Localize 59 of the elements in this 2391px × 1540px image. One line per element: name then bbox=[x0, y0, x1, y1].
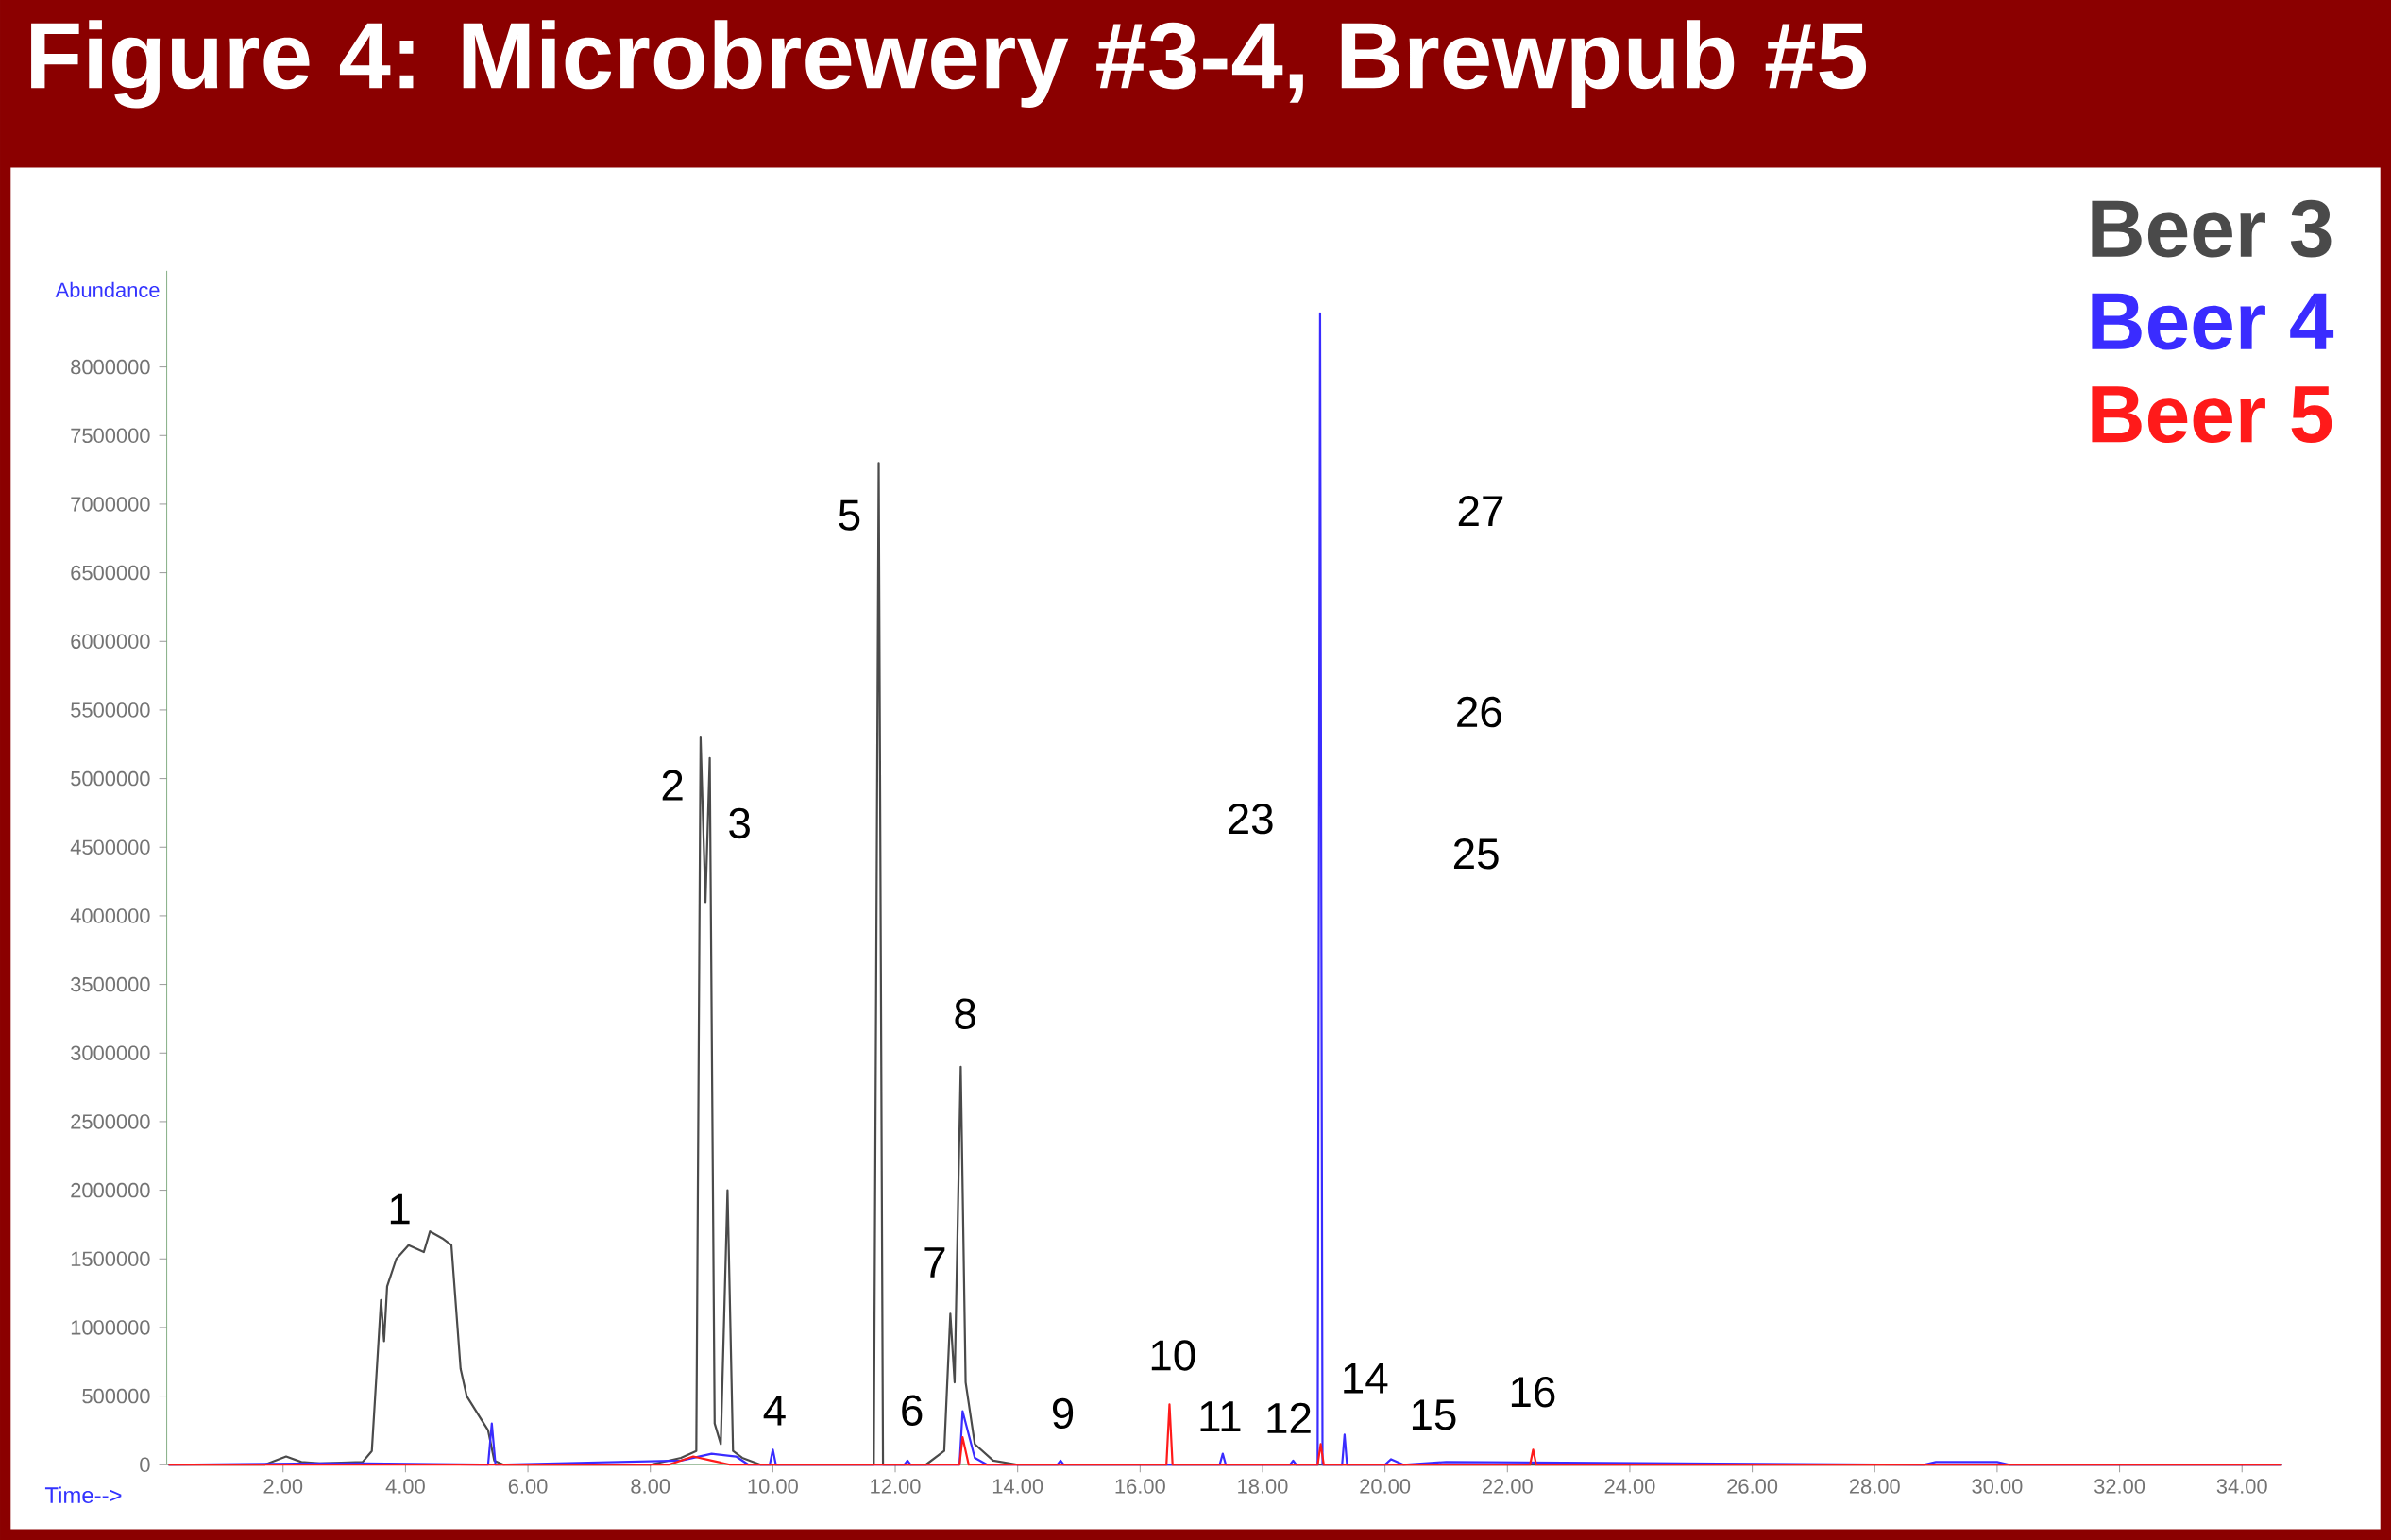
x-tick-label: 30.00 bbox=[1972, 1479, 2023, 1494]
x-tick-label: 14.00 bbox=[992, 1479, 1043, 1494]
x-tick-label: 4.00 bbox=[385, 1479, 425, 1494]
annotation: 14 bbox=[1344, 1363, 1388, 1394]
annotation: 7 bbox=[924, 1247, 945, 1278]
chart-title: Figure 4: Microbrewery #3-4, Brewpub #5 bbox=[31, 20, 1867, 109]
y-tick-label: 1500000 bbox=[71, 1251, 150, 1267]
x-tick-label: 20.00 bbox=[1360, 1479, 1411, 1494]
annotation: 26 bbox=[1457, 696, 1501, 728]
x-tick-label: 2.00 bbox=[263, 1479, 303, 1494]
x-tick-label: 26.00 bbox=[1727, 1479, 1778, 1494]
y-tick-label: 0 bbox=[140, 1457, 150, 1473]
x-tick-label: 12.00 bbox=[871, 1479, 921, 1494]
annotation: 11 bbox=[1200, 1401, 1241, 1431]
x-tick-label: 24.00 bbox=[1604, 1479, 1655, 1494]
x-tick-label: 6.00 bbox=[508, 1479, 548, 1494]
y-tick-label: 4000000 bbox=[70, 908, 150, 923]
y-tick-label: 2500000 bbox=[71, 1114, 150, 1129]
annotation: 9 bbox=[1052, 1397, 1074, 1430]
text: Beer 4 bbox=[2092, 293, 2334, 350]
y-tick-label: 3500000 bbox=[71, 976, 150, 992]
annotation: 2 bbox=[662, 770, 683, 801]
y-tick-label: 3000000 bbox=[71, 1045, 150, 1061]
x-tick-label: 10.00 bbox=[748, 1479, 798, 1494]
annotation: 8 bbox=[955, 998, 975, 1030]
annotation: 3 bbox=[729, 807, 750, 839]
text: Beer 3 bbox=[2092, 199, 2332, 258]
y-tick-label: 1000000 bbox=[71, 1320, 150, 1335]
x-tick-label: 32.00 bbox=[2094, 1479, 2145, 1494]
x-tick-label: 28.00 bbox=[1849, 1479, 1900, 1494]
x-tick-label: 8.00 bbox=[631, 1479, 670, 1494]
y-tick-label: 7000000 bbox=[71, 497, 150, 512]
x-tick-label: 16.00 bbox=[1115, 1479, 1165, 1494]
y-tick-label: 4500000 bbox=[70, 839, 150, 855]
text: Beer 5 bbox=[2092, 386, 2332, 444]
annotation: 25 bbox=[1453, 838, 1499, 870]
annotation: 10 bbox=[1151, 1340, 1196, 1371]
y-tick-label: 500000 bbox=[82, 1388, 150, 1404]
annotation: 6 bbox=[902, 1395, 923, 1426]
annotation: 16 bbox=[1511, 1377, 1555, 1408]
y-tick-label: 5500000 bbox=[71, 702, 150, 718]
y-axis-title: Abundance bbox=[55, 281, 160, 297]
y-tick-label: 6500000 bbox=[71, 565, 150, 581]
y-tick-label: 2000000 bbox=[71, 1182, 150, 1198]
annotation: 12 bbox=[1267, 1402, 1311, 1433]
annotation: 23 bbox=[1228, 803, 1273, 835]
y-tick-label: 7500000 bbox=[71, 428, 150, 444]
x-axis-title: Time--> bbox=[44, 1486, 122, 1504]
annotation: 5 bbox=[839, 499, 860, 531]
y-tick-label: 5000000 bbox=[71, 770, 150, 787]
annotation: 15 bbox=[1412, 1399, 1456, 1430]
annotation: 4 bbox=[763, 1395, 786, 1426]
x-tick-label: 18.00 bbox=[1238, 1479, 1288, 1494]
annotation: 27 bbox=[1458, 495, 1503, 526]
y-tick-label: 6000000 bbox=[71, 634, 150, 650]
annotation: 1 bbox=[390, 1193, 410, 1225]
y-tick-label: 8000000 bbox=[71, 359, 150, 375]
x-tick-label: 34.00 bbox=[2216, 1479, 2267, 1494]
x-tick-label: 22.00 bbox=[1482, 1479, 1533, 1494]
